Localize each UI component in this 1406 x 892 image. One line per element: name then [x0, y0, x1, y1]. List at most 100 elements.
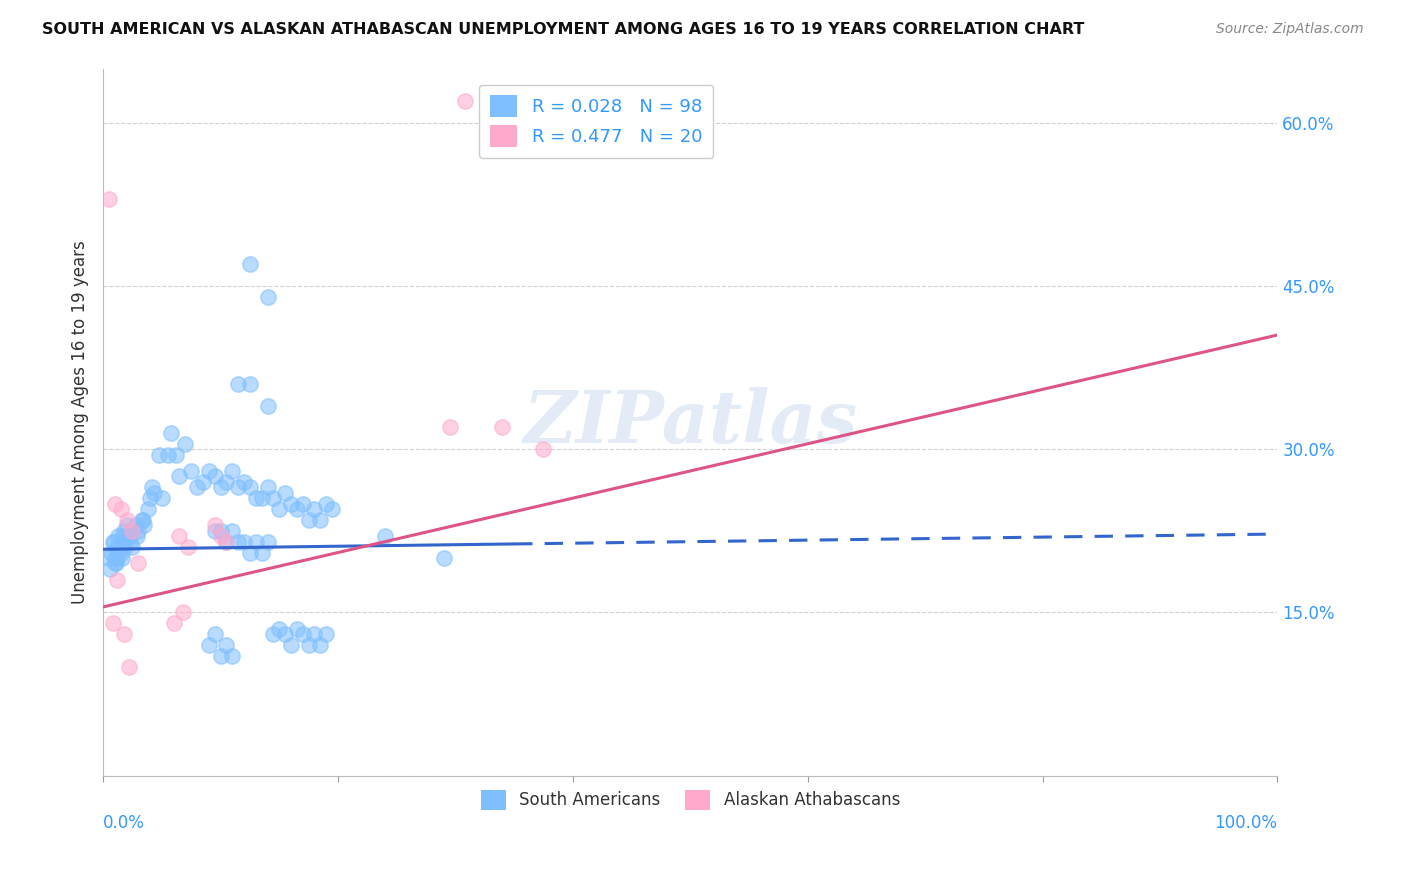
Point: [269, 622, 291, 636]
Point: [169, 529, 191, 543]
Point: [105, 540, 128, 554]
Point: [215, 534, 238, 549]
Point: [262, 491, 284, 505]
Point: [321, 502, 343, 516]
Point: [374, 529, 396, 543]
Point: [107, 529, 129, 543]
Text: Source: ZipAtlas.com: Source: ZipAtlas.com: [1216, 22, 1364, 37]
Point: [125, 518, 148, 533]
Point: [148, 448, 170, 462]
Point: [105, 557, 128, 571]
Point: [112, 524, 135, 538]
Point: [165, 448, 187, 462]
Point: [98, 562, 121, 576]
Point: [160, 425, 183, 440]
Point: [174, 436, 197, 450]
Point: [262, 627, 284, 641]
Point: [209, 480, 232, 494]
Point: [198, 464, 221, 478]
Text: 100.0%: 100.0%: [1215, 814, 1278, 832]
Point: [209, 529, 232, 543]
Point: [101, 534, 124, 549]
Point: [209, 648, 232, 663]
Point: [285, 502, 308, 516]
Text: ZIPatlas: ZIPatlas: [523, 386, 858, 458]
Point: [256, 290, 278, 304]
Point: [103, 534, 125, 549]
Point: [221, 464, 243, 478]
Point: [274, 627, 297, 641]
Text: 0.0%: 0.0%: [103, 814, 145, 832]
Point: [136, 502, 159, 516]
Point: [141, 480, 163, 494]
Point: [111, 551, 134, 566]
Point: [100, 545, 122, 559]
Point: [226, 376, 249, 391]
Point: [186, 480, 208, 494]
Point: [134, 518, 156, 533]
Point: [315, 497, 337, 511]
Point: [215, 638, 238, 652]
Point: [169, 469, 191, 483]
Point: [162, 616, 184, 631]
Point: [121, 540, 143, 554]
Y-axis label: Unemployment Among Ages 16 to 19 years: Unemployment Among Ages 16 to 19 years: [72, 240, 89, 604]
Point: [285, 622, 308, 636]
Point: [120, 534, 142, 549]
Legend: South Americans, Alaskan Athabascans: South Americans, Alaskan Athabascans: [474, 783, 907, 817]
Point: [139, 491, 162, 505]
Point: [101, 616, 124, 631]
Point: [118, 529, 141, 543]
Point: [491, 420, 513, 434]
Point: [105, 551, 128, 566]
Point: [127, 557, 149, 571]
Point: [180, 464, 202, 478]
Point: [291, 497, 314, 511]
Point: [204, 518, 226, 533]
Point: [433, 551, 456, 566]
Point: [204, 469, 226, 483]
Point: [439, 420, 461, 434]
Point: [533, 442, 555, 457]
Point: [245, 491, 267, 505]
Point: [150, 491, 173, 505]
Point: [250, 491, 273, 505]
Point: [291, 627, 314, 641]
Point: [104, 557, 127, 571]
Point: [309, 513, 332, 527]
Point: [226, 480, 249, 494]
Point: [304, 627, 326, 641]
Point: [110, 545, 132, 559]
Point: [304, 502, 326, 516]
Point: [110, 502, 132, 516]
Point: [204, 627, 226, 641]
Point: [127, 529, 149, 543]
Point: [233, 475, 256, 489]
Point: [239, 545, 262, 559]
Point: [142, 485, 165, 500]
Point: [239, 257, 262, 271]
Point: [280, 497, 302, 511]
Point: [98, 551, 121, 566]
Point: [172, 606, 194, 620]
Point: [315, 627, 337, 641]
Point: [121, 524, 143, 538]
Point: [131, 513, 153, 527]
Point: [221, 524, 243, 538]
Point: [233, 534, 256, 549]
Point: [111, 529, 134, 543]
Point: [454, 94, 477, 108]
Point: [269, 502, 291, 516]
Point: [215, 534, 238, 549]
Point: [245, 534, 267, 549]
Point: [98, 192, 121, 206]
Point: [132, 513, 155, 527]
Point: [112, 627, 135, 641]
Point: [112, 534, 135, 549]
Point: [105, 573, 128, 587]
Point: [198, 638, 221, 652]
Point: [156, 448, 179, 462]
Point: [176, 540, 198, 554]
Text: SOUTH AMERICAN VS ALASKAN ATHABASCAN UNEMPLOYMENT AMONG AGES 16 TO 19 YEARS CORR: SOUTH AMERICAN VS ALASKAN ATHABASCAN UNE…: [42, 22, 1084, 37]
Point: [127, 524, 149, 538]
